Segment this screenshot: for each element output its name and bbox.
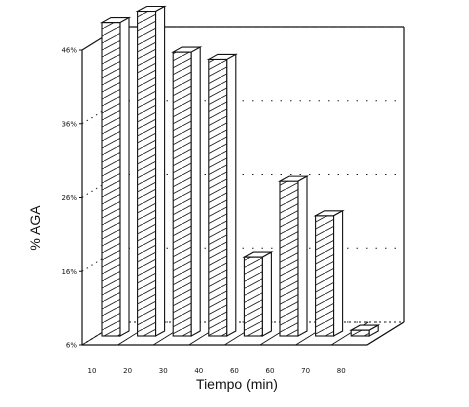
- x-tick-label: 40: [194, 367, 203, 375]
- x-ticks: 10 20 30 40 60 60 70 80: [88, 367, 346, 375]
- x-tick-label: 30: [159, 367, 168, 375]
- bar-side-face: [368, 324, 379, 337]
- bar-30: [171, 46, 203, 337]
- y-ticks: 6% 16% 26% 36% 46%: [61, 47, 82, 350]
- y-tick-label: 46%: [61, 47, 77, 55]
- y-axis-title: % AGA: [27, 205, 43, 251]
- x-tick-label: 60: [266, 367, 275, 375]
- bar-side-face: [155, 5, 166, 337]
- bar-hatch: [208, 59, 227, 336]
- bar-40: [206, 53, 238, 337]
- y-tick-label: 26%: [61, 194, 77, 202]
- bar-side-face: [190, 46, 201, 337]
- x-tick-label: 80: [337, 367, 346, 375]
- bar-80: [349, 324, 381, 337]
- bar-side-face: [261, 251, 272, 337]
- bar-60: [277, 175, 310, 337]
- x-tick-label: 70: [301, 367, 310, 375]
- bar-hatch: [351, 330, 370, 336]
- x-tick-label: 10: [88, 367, 97, 375]
- bar-hatch: [102, 22, 120, 336]
- y-tick-label: 6%: [66, 342, 77, 350]
- grid-lines: [81, 26, 404, 346]
- x-tick-label: 60: [230, 367, 239, 375]
- bar-hatch: [244, 257, 263, 336]
- bar-20: [135, 5, 167, 337]
- floor-divider: [366, 321, 405, 346]
- bar-side-face: [297, 175, 308, 337]
- bar-50: [242, 251, 274, 337]
- bar-side-face: [226, 53, 237, 337]
- x-tick-label: 20: [123, 367, 132, 375]
- y-tick-label: 36%: [61, 120, 77, 128]
- bar-10: [99, 16, 132, 337]
- bar-hatch: [137, 11, 156, 336]
- bar-hatch: [280, 181, 298, 336]
- bars: [99, 5, 381, 337]
- bar-hatch: [173, 52, 192, 336]
- bar-side-face: [333, 209, 344, 337]
- x-axis-title: Tiempo (min): [196, 376, 278, 392]
- bar-70: [313, 209, 345, 337]
- bar-side-face: [119, 16, 130, 337]
- bar-hatch: [315, 215, 334, 336]
- chart-frame: [81, 26, 405, 346]
- y-tick-label: 16%: [61, 268, 77, 276]
